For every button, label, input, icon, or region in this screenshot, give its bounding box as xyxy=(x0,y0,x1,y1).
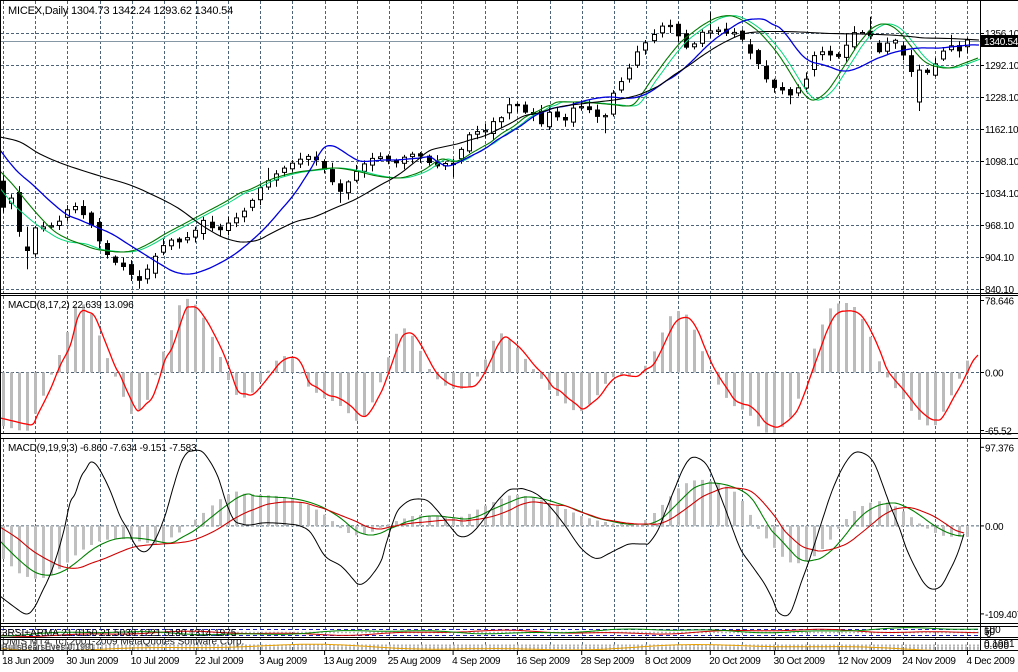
svg-text:1098.10: 1098.10 xyxy=(985,157,1018,168)
svg-text:100: 100 xyxy=(984,625,1001,636)
svg-text:97.376: 97.376 xyxy=(985,443,1015,454)
svg-text:-109.407: -109.407 xyxy=(985,610,1018,621)
svg-text:1162.10: 1162.10 xyxy=(985,125,1018,136)
svg-text:MACD(9,19,9,3) -6.860 -7.634 -: MACD(9,19,9,3) -6.860 -7.634 -9.151 -7.5… xyxy=(8,443,197,454)
svg-text:12 Nov 2009: 12 Nov 2009 xyxy=(838,656,892,667)
svg-text:3RSI+ARMA 21.0150 21.5039 1221: 3RSI+ARMA 21.0150 21.5039 1221 5180 1314… xyxy=(2,628,237,639)
svg-text:13 Aug 2009: 13 Aug 2009 xyxy=(324,656,378,667)
svg-text:1340.54: 1340.54 xyxy=(984,37,1018,48)
svg-text:25 Aug 2009: 25 Aug 2009 xyxy=(388,656,442,667)
svg-text:1292.10: 1292.10 xyxy=(985,61,1018,72)
svg-text:BullsBearsEyes 0.1991: BullsBearsEyes 0.1991 xyxy=(2,642,95,652)
svg-text:4 Sep 2009: 4 Sep 2009 xyxy=(452,656,501,667)
svg-text:8 Oct 2009: 8 Oct 2009 xyxy=(645,656,692,667)
svg-text:30 Oct 2009: 30 Oct 2009 xyxy=(774,656,826,667)
svg-text:-65.52: -65.52 xyxy=(985,427,1012,438)
svg-text:24 Nov 2009: 24 Nov 2009 xyxy=(902,656,956,667)
svg-text:0.000: 0.000 xyxy=(984,641,1009,652)
svg-text:78.646: 78.646 xyxy=(985,297,1015,308)
svg-text:16 Sep 2009: 16 Sep 2009 xyxy=(516,656,570,667)
svg-text:4 Dec 2009: 4 Dec 2009 xyxy=(967,656,1016,667)
svg-text:840.10: 840.10 xyxy=(985,285,1015,296)
svg-text:MICEX,Daily 1304.73 1342.24 1: MICEX,Daily 1304.73 1342.24 1293.62 1340… xyxy=(8,5,233,17)
svg-text:1228.10: 1228.10 xyxy=(985,93,1018,104)
svg-text:30 Jun 2009: 30 Jun 2009 xyxy=(66,656,118,667)
svg-text:20 Oct 2009: 20 Oct 2009 xyxy=(709,656,761,667)
svg-text:0: 0 xyxy=(986,629,992,640)
svg-text:0.1991: 0.1991 xyxy=(984,639,1015,650)
svg-text:10 Jul 2009: 10 Jul 2009 xyxy=(131,656,180,667)
svg-text:0.00: 0.00 xyxy=(985,522,1004,533)
svg-text:50: 50 xyxy=(984,627,996,638)
svg-text:968.10: 968.10 xyxy=(985,221,1015,232)
svg-text:UMIS MT4, (c) 2001-2009 MetaQu: UMIS MT4, (c) 2001-2009 MetaQuotes Softw… xyxy=(2,637,244,648)
svg-text:22 Jul 2009: 22 Jul 2009 xyxy=(195,656,244,667)
svg-text:0.00: 0.00 xyxy=(985,369,1004,380)
svg-text:904.10: 904.10 xyxy=(985,253,1015,264)
svg-text:18 Jun 2009: 18 Jun 2009 xyxy=(2,656,54,667)
svg-text:3 Aug 2009: 3 Aug 2009 xyxy=(259,656,307,667)
svg-text:MACD(8,17,2) 22.639 13.096: MACD(8,17,2) 22.639 13.096 xyxy=(8,300,134,311)
svg-text:28 Sep 2009: 28 Sep 2009 xyxy=(581,656,635,667)
svg-text:1034.10: 1034.10 xyxy=(985,189,1018,200)
svg-text:1356.10: 1356.10 xyxy=(985,29,1018,40)
